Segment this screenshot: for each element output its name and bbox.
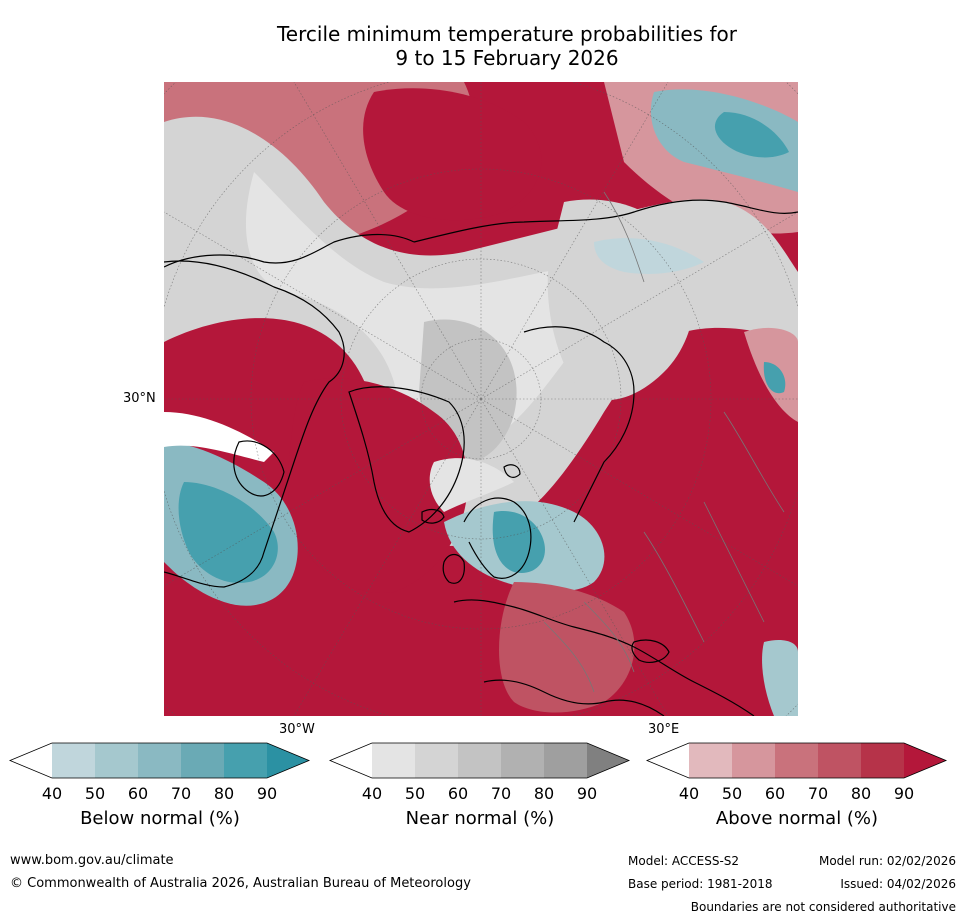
legend-below-title: Below normal (%) — [80, 808, 240, 829]
below-legend-high-extend — [267, 743, 309, 778]
borders — [543, 191, 785, 693]
near-legend-swatch-40 — [372, 743, 415, 778]
above-legend-tick: 80 — [850, 784, 872, 803]
near-legend-tick: 40 — [361, 784, 383, 803]
coast-hudson — [233, 440, 285, 497]
above-legend-swatch-40 — [689, 743, 732, 778]
below-legend-tick: 60 — [127, 784, 149, 803]
near-legend-swatch-70 — [501, 743, 544, 778]
near-legend-high-extend — [587, 743, 629, 778]
map-title-line2: 9 to 15 February 2026 — [395, 46, 619, 70]
below-legend-tick: 50 — [84, 784, 106, 803]
label-30n: 30°N — [123, 391, 156, 406]
region-near-atlantic — [429, 458, 514, 512]
coast-uk — [442, 553, 465, 584]
near-legend-tick: 60 — [447, 784, 469, 803]
near-legend-tick: 70 — [490, 784, 512, 803]
near-legend-tick: 50 — [404, 784, 426, 803]
below-legend-swatch-70 — [181, 743, 224, 778]
coast-scandinavia — [463, 497, 532, 579]
below-legend-tick: 90 — [256, 784, 278, 803]
region-below-asia-right — [763, 362, 786, 394]
legend-above-normal — [645, 742, 948, 779]
region-below-asia-se — [762, 640, 798, 716]
coast-greenland — [348, 386, 465, 533]
label-30e: 30°E — [648, 722, 680, 737]
near-legend-tick: 90 — [576, 784, 598, 803]
graticule — [164, 82, 798, 716]
coast-iceland — [421, 508, 445, 524]
footer-model-run: Model run: 02/02/2026 — [818, 854, 956, 868]
near-legend-swatch-80 — [544, 743, 587, 778]
below-legend-outline — [8, 742, 311, 779]
legend-near-title: Near normal (%) — [405, 808, 555, 829]
legend-above-title: Above normal (%) — [715, 808, 879, 829]
near-legend-swatch-50 — [415, 743, 458, 778]
below-legend-tick: 40 — [41, 784, 63, 803]
below-legend-swatch-40 — [52, 743, 95, 778]
near-legend-tick: 80 — [533, 784, 555, 803]
legend-below-normal — [8, 742, 311, 779]
above-legend-tick: 90 — [893, 784, 915, 803]
region-below-neasia-core — [714, 112, 789, 158]
above-legend-tick: 40 — [678, 784, 700, 803]
legend-near-normal — [328, 742, 631, 779]
region-above-europe — [499, 582, 635, 713]
below-legend-swatch-80 — [224, 743, 267, 778]
above-legend-low-extend — [647, 743, 689, 778]
region-below-scand — [492, 511, 545, 573]
near-legend-outline — [328, 742, 631, 779]
coast-russia-arctic — [523, 326, 635, 523]
coast-mediterranean — [483, 679, 665, 716]
below-legend-swatch-60 — [138, 743, 181, 778]
footer-website: www.bom.gov.au/climate — [10, 853, 174, 868]
near-legend-low-extend — [330, 743, 372, 778]
above-legend-high-extend — [904, 743, 946, 778]
coast-siberia — [413, 199, 798, 243]
region-near-namerica — [164, 412, 274, 462]
coast-black-sea — [631, 639, 670, 663]
below-legend-tick: 70 — [170, 784, 192, 803]
coast-europe — [453, 599, 755, 716]
above-legend-swatch-70 — [818, 743, 861, 778]
above-legend-tick: 70 — [807, 784, 829, 803]
region-below-siberia — [594, 238, 704, 274]
polar-map — [164, 82, 798, 716]
above-legend-swatch-60 — [775, 743, 818, 778]
above-legend-tick: 50 — [721, 784, 743, 803]
region-below-namerica-core — [178, 482, 278, 583]
footer-disclaimer: Boundaries are not considered authoritat… — [690, 900, 956, 914]
region-above-canada — [287, 378, 468, 593]
coast-alaska — [164, 233, 415, 268]
above-legend-swatch-80 — [861, 743, 904, 778]
footer-base-period: Base period: 1981-2018 — [628, 877, 773, 891]
below-legend-low-extend — [10, 743, 52, 778]
coast-svalbard — [503, 464, 521, 478]
footer-model: Model: ACCESS-S2 — [628, 854, 740, 868]
below-legend-swatch-50 — [95, 743, 138, 778]
below-legend-tick: 80 — [213, 784, 235, 803]
region-near-light — [245, 172, 684, 453]
near-legend-swatch-60 — [458, 743, 501, 778]
coastlines — [164, 199, 798, 716]
map-title-line1: Tercile minimum temperature probabilitie… — [276, 22, 738, 46]
footer-issued: Issued: 04/02/2026 — [840, 877, 956, 891]
above-legend-tick: 60 — [764, 784, 786, 803]
above-legend-swatch-50 — [732, 743, 775, 778]
coast-canada — [164, 260, 345, 588]
label-30w: 30°W — [279, 722, 315, 737]
above-legend-outline — [645, 742, 948, 779]
region-above-npacific — [363, 88, 542, 221]
footer-copyright: © Commonwealth of Australia 2026, Austra… — [10, 876, 471, 891]
